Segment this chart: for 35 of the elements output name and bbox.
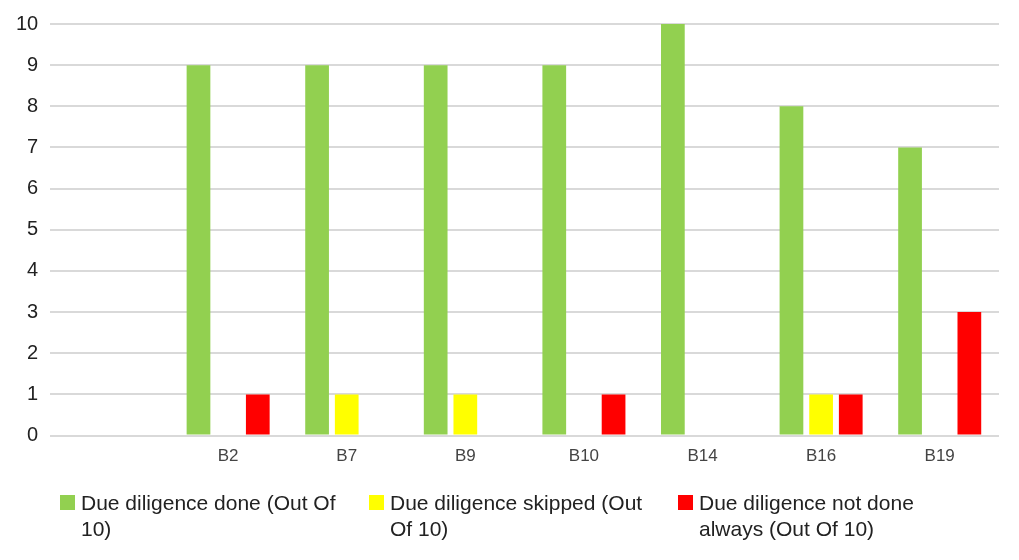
bar [245,394,270,435]
y-tick-label: 7 [27,135,39,157]
legend-label: Due diligence skipped (Out Of 10) [390,490,644,542]
x-tick-label: B9 [454,446,476,466]
bar [838,394,863,435]
bar [542,65,567,435]
y-tick-label: 8 [27,93,39,116]
x-tick-label: B19 [924,446,955,466]
y-tick-label: 6 [27,176,39,199]
y-tick-label: 5 [27,217,39,240]
bar [423,65,448,435]
x-tick-label: B7 [336,446,358,466]
bar [809,394,833,435]
x-tick-label: B2 [217,446,239,466]
bar [186,65,211,435]
y-tick-label: 10 [16,11,39,34]
bar [334,394,359,435]
legend-label: Due diligence not done always (Out Of 10) [699,490,915,542]
bar [898,147,922,435]
x-tick-label: B16 [805,446,837,466]
bar [661,24,685,435]
bar [779,106,804,435]
y-tick-label: 4 [27,258,39,281]
y-tick-label: 0 [27,423,39,446]
bar [601,394,626,435]
y-tick-label: 3 [27,299,39,322]
bar [453,394,478,435]
y-tick-label: 9 [27,52,39,75]
bar [305,65,329,435]
bar [957,312,982,435]
x-tick-label: B10 [568,446,600,466]
legend-label: Due diligence done (Out Of 10) [81,490,337,542]
y-tick-label: 2 [27,340,39,363]
y-tick-label: 1 [27,381,39,404]
x-tick-label: B14 [687,446,718,466]
